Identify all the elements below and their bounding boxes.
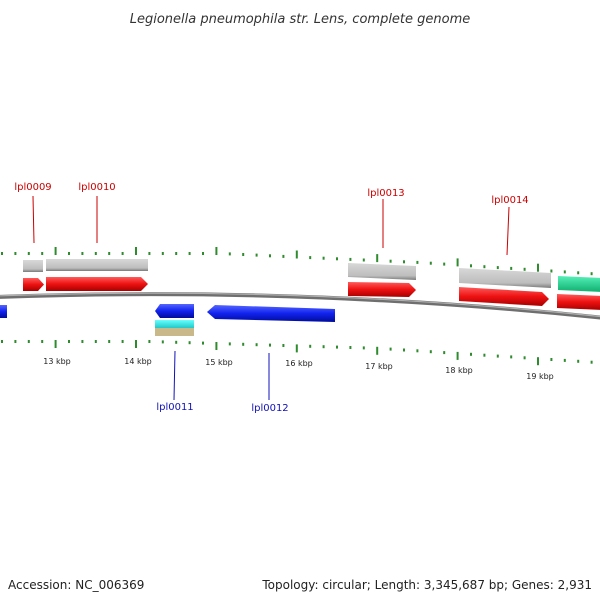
gene-feature[interactable] (46, 259, 148, 271)
tick-row-bottom (1, 340, 593, 366)
accession-text: Accession: NC_006369 (8, 578, 145, 592)
kbp-label: 19 kbp (526, 372, 554, 381)
gene-label-lpl0014[interactable]: lpl0014 (491, 195, 528, 206)
genome-backbone (0, 292, 600, 320)
gene-label-lpl0010[interactable]: lpl0010 (78, 182, 115, 193)
gene-arrow-lpl0013[interactable] (348, 282, 416, 297)
kbp-label: 13 kbp (43, 357, 71, 366)
kbp-label: 14 kbp (124, 357, 152, 366)
kbp-labels: 13 kbp 14 kbp 15 kbp 16 kbp 17 kbp 18 kb… (43, 357, 554, 381)
gene-feature[interactable] (348, 263, 416, 280)
gene-feature[interactable] (459, 268, 551, 288)
gene-feature[interactable] (23, 260, 43, 272)
kbp-label: 17 kbp (365, 362, 393, 371)
gene-label-lpl0012[interactable]: lpl0012 (251, 403, 288, 414)
gene-arrow-lpl0009[interactable] (23, 278, 44, 291)
gene-arrow-lpl0012[interactable] (207, 305, 335, 322)
kbp-label: 15 kbp (205, 358, 233, 367)
gene-feature[interactable] (155, 328, 194, 336)
gene-label-lpl0013[interactable]: lpl0013 (367, 188, 404, 199)
label-leader-line (32, 195, 35, 244)
tick-row-top (1, 247, 593, 276)
gene-label-lpl0009[interactable]: lpl0009 (14, 182, 51, 193)
kbp-label: 18 kbp (445, 366, 473, 375)
gene-arrow-left[interactable] (155, 304, 194, 318)
kbp-label: 16 kbp (285, 359, 313, 368)
gene-arrow-lpl0010[interactable] (46, 277, 148, 291)
gene-feature[interactable] (155, 320, 194, 328)
label-leader-line (173, 350, 176, 401)
genome-summary-text: Topology: circular; Length: 3,345,687 bp… (262, 578, 592, 592)
gene-labels: lpl0009 lpl0010 lpl0013 lpl0014 lpl0011 … (14, 182, 528, 414)
gene-arrow-edge[interactable] (0, 305, 7, 318)
gene-label-lpl0011[interactable]: lpl0011 (156, 402, 193, 413)
label-leader-line (506, 206, 510, 256)
gene-feature[interactable] (558, 276, 600, 292)
gene-arrow-edge[interactable] (557, 294, 600, 310)
map-title: Legionella pneumophila str. Lens, comple… (130, 12, 471, 27)
gene-arrow-lpl0014[interactable] (459, 287, 549, 306)
gene-track (0, 259, 600, 336)
genome-backbone-highlight (0, 292, 600, 318)
